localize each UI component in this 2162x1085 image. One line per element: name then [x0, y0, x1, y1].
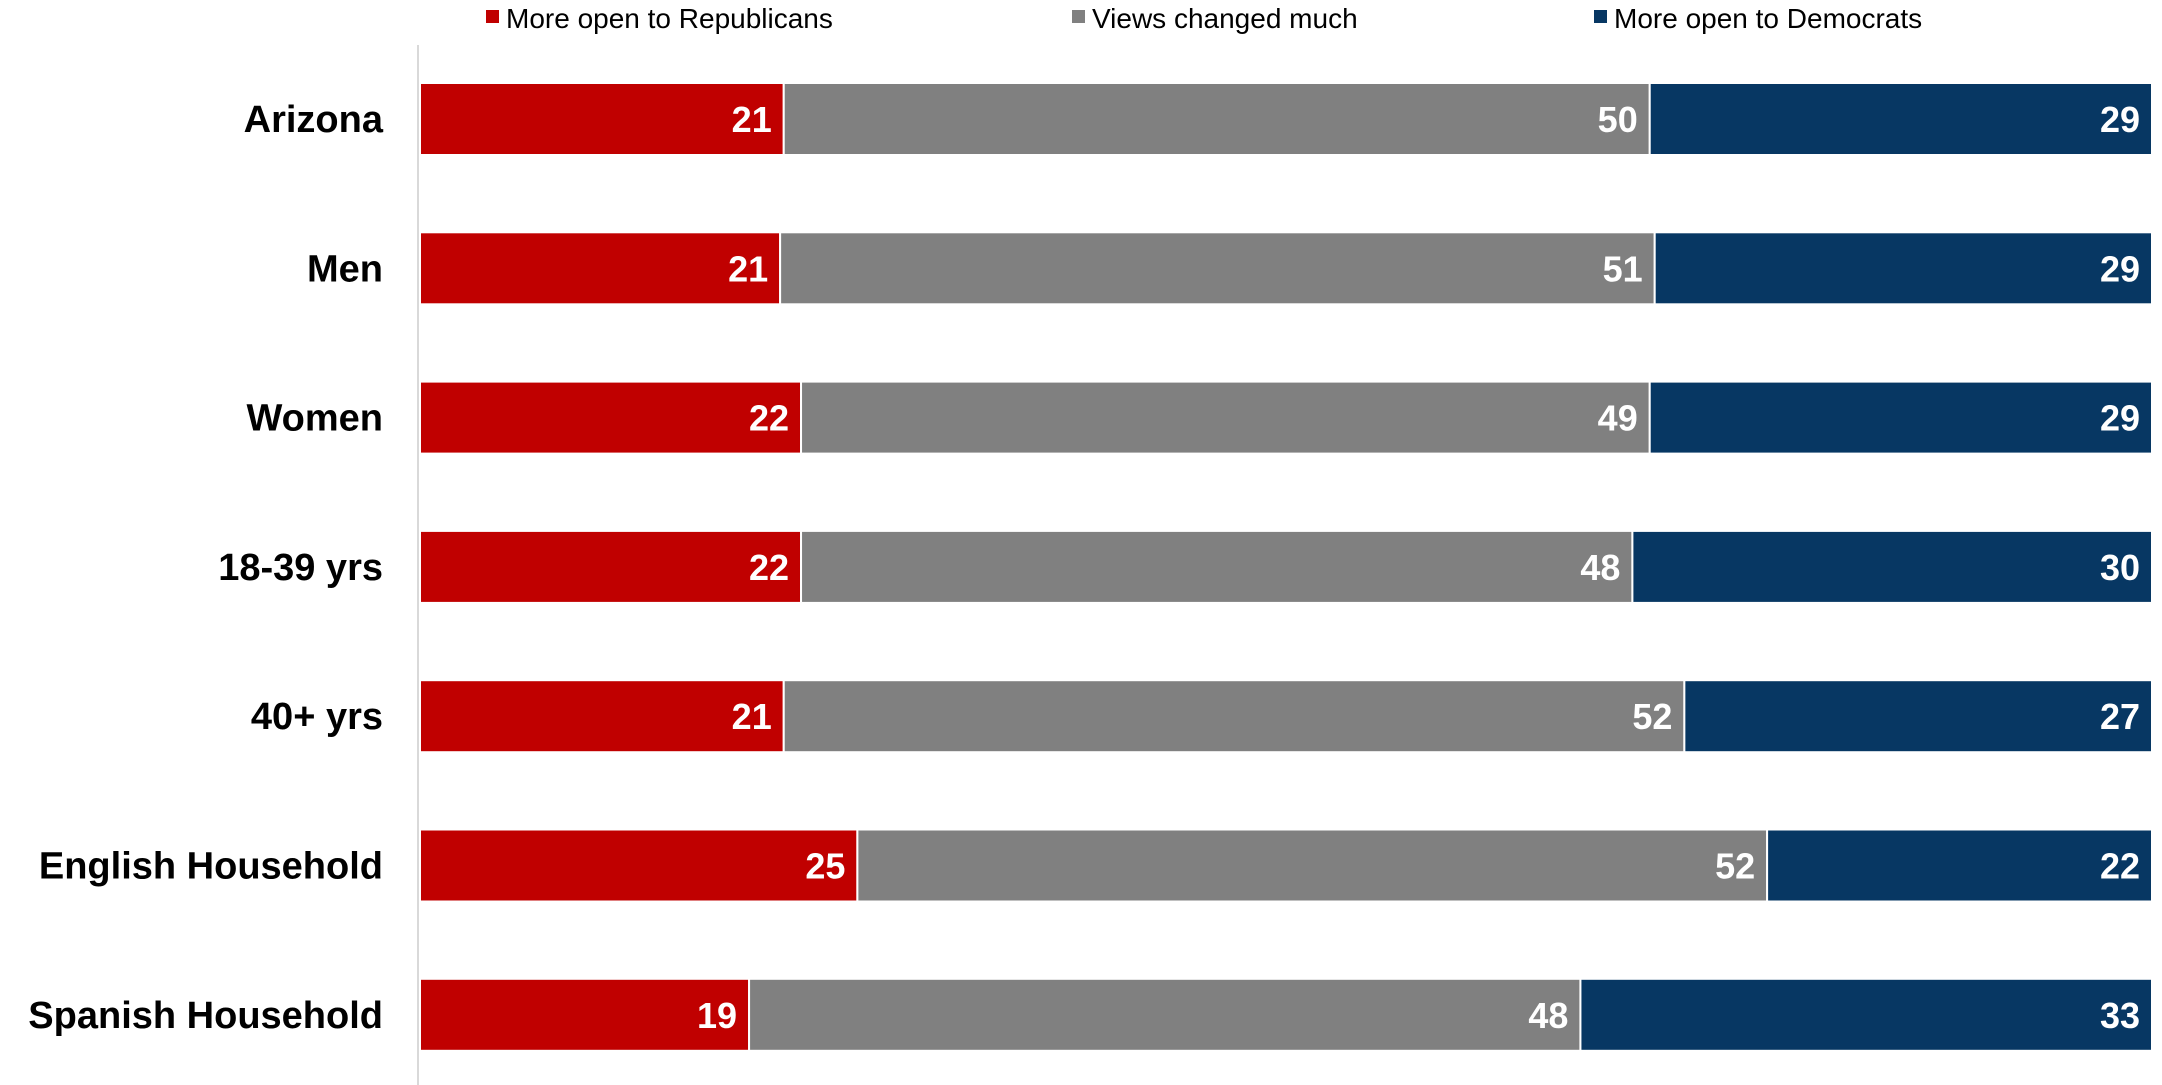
data-label-english-household-more-open-to-democrats: 22	[2100, 846, 2140, 887]
data-label-men-views-changed-much: 51	[1603, 248, 1643, 289]
category-label-spanish-household: Spanish Household	[28, 995, 383, 1037]
bar-english-household-more-open-to-democrats	[1766, 828, 2153, 903]
category-label-arizona: Arizona	[244, 99, 384, 141]
chart-legend: More open to Republicans Views changed mu…	[486, 3, 1922, 34]
bar-arizona-more-open-to-republicans	[419, 82, 785, 156]
data-label-40-yrs-more-open-to-democrats: 27	[2100, 696, 2140, 737]
bar-women-more-open-to-republicans	[419, 380, 803, 455]
legend-swatch-views-changed-much	[1072, 10, 1085, 23]
data-label-arizona-more-open-to-republicans: 21	[732, 99, 772, 140]
data-label-women-more-open-to-republicans: 22	[749, 398, 789, 439]
bar-18-39-yrs-views-changed-much	[800, 529, 1634, 604]
data-label-spanish-household-views-changed-much: 48	[1528, 995, 1568, 1036]
legend-label-views-changed-much: Views changed much	[1092, 3, 1358, 34]
category-labels: Arizona Men Women 18-39 yrs 40+ yrs English H…	[28, 99, 384, 1037]
legend-swatch-more-open-to-republicans	[486, 10, 499, 23]
category-label-english-household: English Household	[39, 846, 383, 888]
data-label-40-yrs-views-changed-much: 52	[1632, 696, 1672, 737]
data-label-18-39-yrs-more-open-to-democrats: 30	[2100, 547, 2140, 588]
bar-women-views-changed-much	[800, 380, 1651, 455]
data-label-arizona-more-open-to-democrats: 29	[2100, 99, 2140, 140]
legend-swatch-more-open-to-democrats	[1594, 10, 1607, 23]
data-label-spanish-household-more-open-to-republicans: 19	[697, 995, 737, 1036]
bar-english-household-more-open-to-republicans	[419, 828, 859, 903]
bar-women-more-open-to-democrats	[1648, 380, 2153, 455]
bar-men-views-changed-much	[779, 231, 1656, 306]
data-label-women-views-changed-much: 49	[1598, 398, 1638, 439]
data-label-men-more-open-to-democrats: 29	[2100, 248, 2140, 289]
data-label-men-more-open-to-republicans: 21	[728, 248, 768, 289]
category-label-18-39-yrs: 18-39 yrs	[218, 547, 383, 589]
bar-men-more-open-to-democrats	[1653, 231, 2154, 306]
data-label-spanish-household-more-open-to-democrats: 33	[2100, 995, 2140, 1036]
category-label-men: Men	[307, 248, 383, 290]
data-labels: 21 50 29 21 51 29 22 49 29 22 48 30 21 52 27 25 52 22 19 48…	[697, 99, 2140, 1036]
bar-arizona-more-open-to-democrats	[1648, 82, 2153, 156]
bar-40-yrs-views-changed-much	[782, 679, 1686, 754]
category-label-40-yrs: 40+ yrs	[251, 696, 383, 738]
bar-spanish-household-more-open-to-democrats	[1579, 977, 2153, 1052]
bar-men-more-open-to-republicans	[419, 231, 782, 306]
bar-40-yrs-more-open-to-republicans	[419, 679, 785, 754]
category-label-women: Women	[246, 398, 383, 440]
data-label-women-more-open-to-democrats: 29	[2100, 398, 2140, 439]
bar-spanish-household-views-changed-much	[748, 977, 1582, 1052]
data-label-18-39-yrs-more-open-to-republicans: 22	[749, 547, 789, 588]
data-label-english-household-more-open-to-republicans: 25	[805, 846, 845, 887]
data-label-english-household-views-changed-much: 52	[1715, 846, 1755, 887]
bar-series-group	[419, 82, 2154, 1052]
data-label-18-39-yrs-views-changed-much: 48	[1580, 547, 1620, 588]
legend-label-more-open-to-republicans: More open to Republicans	[506, 3, 833, 34]
legend-label-more-open-to-democrats: More open to Democrats	[1614, 3, 1922, 34]
bar-18-39-yrs-more-open-to-democrats	[1631, 529, 2153, 604]
data-label-arizona-views-changed-much: 50	[1598, 99, 1638, 140]
bar-arizona-views-changed-much	[782, 82, 1651, 156]
data-label-40-yrs-more-open-to-republicans: 21	[732, 696, 772, 737]
bar-40-yrs-more-open-to-democrats	[1683, 679, 2153, 754]
bar-18-39-yrs-more-open-to-republicans	[419, 529, 803, 604]
bar-english-household-views-changed-much	[856, 828, 1769, 903]
